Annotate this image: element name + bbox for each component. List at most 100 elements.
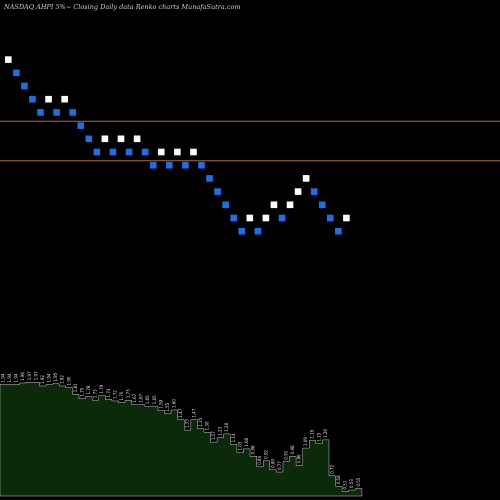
renko-brick bbox=[230, 214, 237, 222]
volume-label: 1.14 bbox=[231, 433, 236, 442]
renko-brick bbox=[93, 148, 101, 156]
renko-brick bbox=[53, 109, 60, 116]
volume-label: 0.72 bbox=[329, 464, 334, 473]
volume-label: 1.65 bbox=[145, 395, 150, 404]
volume-label: 1.96 bbox=[20, 372, 25, 381]
volume-label: 1.60 bbox=[172, 399, 177, 408]
volume-label: 1.08 bbox=[244, 437, 249, 446]
renko-brick bbox=[77, 122, 85, 129]
volume-label: 0.91 bbox=[283, 450, 288, 459]
volume-label: 1.47 bbox=[191, 408, 196, 417]
renko-brick bbox=[21, 82, 28, 90]
renko-brick bbox=[29, 95, 36, 103]
volume-label: 1.94 bbox=[0, 373, 5, 382]
volume-label: 1.03 bbox=[237, 441, 242, 450]
renko-brick bbox=[157, 148, 165, 156]
volume-label: 1.17 bbox=[211, 431, 216, 440]
volume-label: 1.78 bbox=[86, 385, 91, 394]
renko-brick bbox=[310, 188, 318, 195]
volume-label: 1.97 bbox=[33, 371, 38, 380]
volume-label: 0.84 bbox=[257, 455, 262, 464]
renko-brick bbox=[5, 56, 12, 63]
volume-label: 1.74 bbox=[106, 388, 111, 397]
volume-label: 0.80 bbox=[270, 458, 275, 467]
renko-brick bbox=[141, 148, 149, 156]
volume-label: 1.81 bbox=[73, 383, 78, 392]
renko-brick bbox=[318, 201, 326, 209]
volume-label: 1.92 bbox=[60, 375, 65, 384]
renko-brick bbox=[45, 95, 52, 103]
volume-label: 0.98 bbox=[251, 445, 256, 454]
volume-label: 1.59 bbox=[158, 399, 163, 408]
volume-label: 1.65 bbox=[152, 395, 157, 404]
renko-brick bbox=[254, 227, 262, 235]
volume-label: 1.79 bbox=[99, 384, 104, 393]
volume-label: 1.20 bbox=[323, 429, 328, 438]
volume-label: 1.15 bbox=[316, 432, 321, 441]
volume-label: 1.90 bbox=[66, 376, 71, 385]
renko-brick bbox=[109, 148, 117, 156]
renko-brick bbox=[117, 135, 125, 143]
renko-brick bbox=[343, 214, 350, 222]
volume-label: 1.09 bbox=[303, 437, 308, 446]
renko-brick bbox=[214, 188, 221, 195]
renko-brick bbox=[278, 214, 286, 222]
volume-label: 1.70 bbox=[119, 391, 124, 400]
volume-label: 1.33 bbox=[185, 419, 190, 428]
volume-label: 1.72 bbox=[112, 390, 117, 399]
reference-lines bbox=[0, 120, 500, 162]
volume-label: 0.58 bbox=[336, 475, 341, 484]
volume-label: 1.94 bbox=[7, 373, 12, 382]
renko-brick bbox=[69, 109, 76, 116]
renko-bricks bbox=[5, 56, 350, 235]
renko-brick bbox=[61, 95, 68, 103]
renko-brick bbox=[262, 214, 270, 222]
volume-label: 1.47 bbox=[178, 408, 183, 417]
volume-label: 1.94 bbox=[47, 373, 52, 382]
renko-brick bbox=[270, 201, 278, 209]
volume-label: 1.67 bbox=[132, 393, 137, 402]
renko-brick bbox=[125, 148, 133, 156]
renko-brick bbox=[101, 135, 109, 143]
renko-brick bbox=[149, 161, 157, 169]
volume-labels: 1.94 1.94 1.94 1.96 1.97 1.97 1.92 1.94 1.95 1.92… bbox=[0, 371, 360, 490]
renko-brick bbox=[198, 161, 205, 169]
renko-brick bbox=[246, 214, 254, 222]
renko-brick bbox=[174, 148, 181, 156]
renko-brick bbox=[302, 175, 310, 182]
volume-label: 1.23 bbox=[218, 426, 223, 435]
volume-area bbox=[0, 382, 363, 497]
volume-label: 0.55 bbox=[356, 477, 361, 486]
volume-label: 1.67 bbox=[139, 393, 144, 402]
renko-brick bbox=[238, 227, 246, 235]
volume-label: 1.92 bbox=[40, 375, 45, 384]
volume-label: 0.86 bbox=[297, 454, 302, 463]
chart-title: NASDAQ AHPI 5%~ Closing Daily data Renko… bbox=[4, 3, 241, 11]
renko-brick bbox=[286, 201, 294, 209]
volume-area-path bbox=[0, 382, 363, 497]
renko-brick bbox=[133, 135, 141, 143]
renko-brick bbox=[294, 188, 302, 195]
renko-brick bbox=[222, 201, 229, 209]
volume-label: 0.92 bbox=[264, 449, 269, 458]
renko-brick bbox=[13, 69, 20, 77]
volume-label: 1.35 bbox=[198, 417, 203, 426]
volume-label: 1.55 bbox=[165, 402, 170, 411]
volume-label: 0.53 bbox=[349, 479, 354, 488]
renko-brick bbox=[37, 109, 44, 116]
volume-label: 0.98 bbox=[290, 445, 295, 454]
volume-label: 1.95 bbox=[53, 372, 58, 381]
renko-brick bbox=[327, 214, 334, 222]
renko-brick bbox=[190, 148, 197, 156]
volume-label: 0.77 bbox=[277, 461, 282, 470]
renko-brick bbox=[85, 135, 93, 143]
renko-brick bbox=[182, 161, 189, 169]
volume-label: 0.51 bbox=[343, 480, 348, 489]
volume-label: 1.75 bbox=[79, 387, 84, 396]
volume-label: 1.19 bbox=[310, 429, 315, 438]
volume-label: 1.97 bbox=[27, 371, 32, 380]
volume-label: 1.73 bbox=[126, 389, 131, 398]
renko-brick bbox=[206, 175, 213, 182]
volume-label: 1.28 bbox=[224, 423, 229, 432]
